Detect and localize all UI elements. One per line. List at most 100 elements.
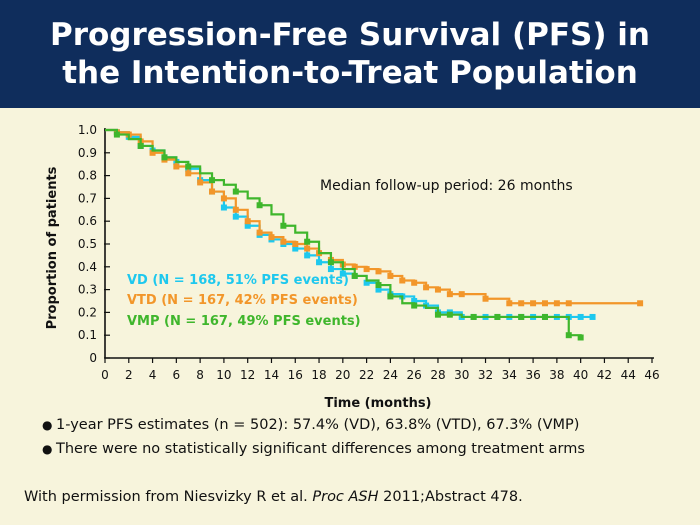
axes-layer: 0 2 4 6 8 10 12 14 16 18 20 22 24 26 28 30 32 34 36 38 40 42 4… [78, 123, 660, 382]
censor-mark-vmp [137, 142, 144, 149]
bullet-item: ● There were no statistically significan… [42, 441, 682, 457]
y-tick-label: 0.6 [78, 214, 97, 228]
censor-mark-vmp [280, 222, 287, 229]
slide-title: Progression-Free Survival (PFS) in the I… [20, 16, 680, 92]
censor-mark-vd [577, 313, 584, 320]
censor-mark-vd [339, 270, 346, 277]
x-tick-label: 42 [597, 368, 612, 382]
censor-mark-vmp [351, 272, 358, 279]
y-axis-label: Proportion of patients [45, 166, 60, 329]
citation: With permission from Niesvizky R et al. … [24, 489, 684, 505]
x-tick-label: 16 [288, 368, 303, 382]
censor-mark-vtd [553, 300, 560, 307]
censor-mark-vtd [149, 149, 156, 156]
bullet-text: 1-year PFS estimates (n = 502): 57.4% (V… [56, 417, 580, 433]
x-tick-label: 12 [240, 368, 255, 382]
censor-mark-vtd [446, 291, 453, 298]
legend-entry-vmp: VMP (N = 167, 49% PFS events) [127, 314, 361, 329]
x-tick-label: 34 [502, 368, 517, 382]
x-tick-label: 18 [311, 368, 326, 382]
y-tick-label: 0 [89, 351, 97, 365]
title-banner: Progression-Free Survival (PFS) in the I… [0, 0, 700, 108]
censor-mark-vtd [185, 170, 192, 177]
censor-mark-vtd [482, 295, 489, 302]
censor-mark-vmp [161, 154, 168, 161]
x-tick-label: 44 [621, 368, 636, 382]
censor-mark-vd [304, 252, 311, 259]
bullet-item: ● 1-year PFS estimates (n = 502): 57.4% … [42, 417, 682, 433]
censor-mark-vtd [173, 163, 180, 170]
censor-mark-vtd [232, 206, 239, 213]
x-tick-label: 2 [125, 368, 133, 382]
y-tick-label: 0.4 [78, 260, 97, 274]
censor-mark-vtd [304, 245, 311, 252]
censor-mark-vd [220, 204, 227, 211]
y-tick-label: 0.3 [78, 283, 97, 297]
censor-mark-vtd [280, 238, 287, 245]
censor-mark-vmp [411, 302, 418, 309]
censor-mark-vmp [494, 313, 501, 320]
censor-mark-vtd [220, 195, 227, 202]
censor-mark-vmp [541, 313, 548, 320]
series-line-vd [105, 128, 593, 319]
censor-mark-vtd [458, 291, 465, 298]
citation-prefix: With permission from Niesvizky R et al. [24, 489, 313, 505]
censor-mark-vtd [363, 266, 370, 273]
censor-mark-vtd [518, 300, 525, 307]
x-tick-label: 0 [101, 368, 109, 382]
y-tick-label: 0.1 [78, 328, 97, 342]
censor-mark-vmp [446, 311, 453, 318]
bullet-dot-icon: ● [42, 442, 53, 456]
censor-mark-vmp [209, 177, 216, 184]
median-followup-annotation: Median follow-up period: 26 months [320, 178, 573, 194]
x-tick-label: 10 [216, 368, 231, 382]
censor-mark-vmp [256, 202, 263, 209]
legend-entry-vd: VD (N = 168, 51% PFS events) [127, 273, 349, 288]
x-tick-label: 4 [149, 368, 157, 382]
censor-mark-vmp [113, 131, 120, 138]
censor-mark-vd [411, 298, 418, 304]
censor-mark-vd [375, 286, 382, 293]
x-tick-label: 32 [478, 368, 493, 382]
y-tick-label: 0.5 [78, 237, 97, 251]
x-tick-label: 20 [335, 368, 350, 382]
censor-mark-vtd [565, 300, 572, 307]
citation-suffix: 2011;Abstract 478. [378, 489, 523, 505]
censor-mark-vtd [375, 268, 382, 275]
x-tick-label: 6 [173, 368, 181, 382]
censor-mark-vmp [232, 188, 239, 195]
x-tick-label: 38 [549, 368, 564, 382]
series-layer [105, 128, 644, 341]
slide-title-line1: Progression-Free Survival (PFS) in [49, 17, 650, 53]
censor-mark-vtd [399, 277, 406, 284]
y-tick-label: 0.8 [78, 169, 97, 183]
x-tick-label: 24 [383, 368, 398, 382]
x-tick-label: 14 [264, 368, 279, 382]
censor-mark-vtd [256, 229, 263, 236]
censor-mark-vd [316, 259, 323, 266]
y-tick-label: 1.0 [78, 123, 97, 137]
y-tick-label: 0.2 [78, 305, 97, 319]
censor-mark-vmp [470, 313, 477, 320]
censor-mark-vd [292, 245, 299, 252]
censor-mark-vd [589, 313, 596, 320]
censor-mark-vmp [387, 293, 394, 300]
x-tick-label: 46 [644, 368, 659, 382]
censor-mark-vtd [434, 286, 441, 293]
y-tick-label: 0.7 [78, 191, 97, 205]
censor-mark-vtd [197, 179, 204, 186]
citation-journal: Proc ASH [312, 489, 379, 505]
censor-mark-vmp [518, 313, 525, 320]
censor-mark-vmp [434, 311, 441, 318]
censor-mark-vtd [541, 300, 548, 307]
censor-mark-vtd [209, 188, 216, 195]
censor-mark-vmp [327, 259, 334, 266]
censor-mark-vtd [506, 300, 513, 307]
series-vmp [105, 128, 584, 341]
censor-mark-vd [232, 213, 239, 220]
censor-mark-vtd [387, 272, 394, 279]
censor-mark-vd [327, 266, 334, 273]
censor-mark-vmp [577, 334, 584, 341]
y-tick-label: 0.9 [78, 146, 97, 160]
censor-mark-vtd [637, 300, 644, 307]
